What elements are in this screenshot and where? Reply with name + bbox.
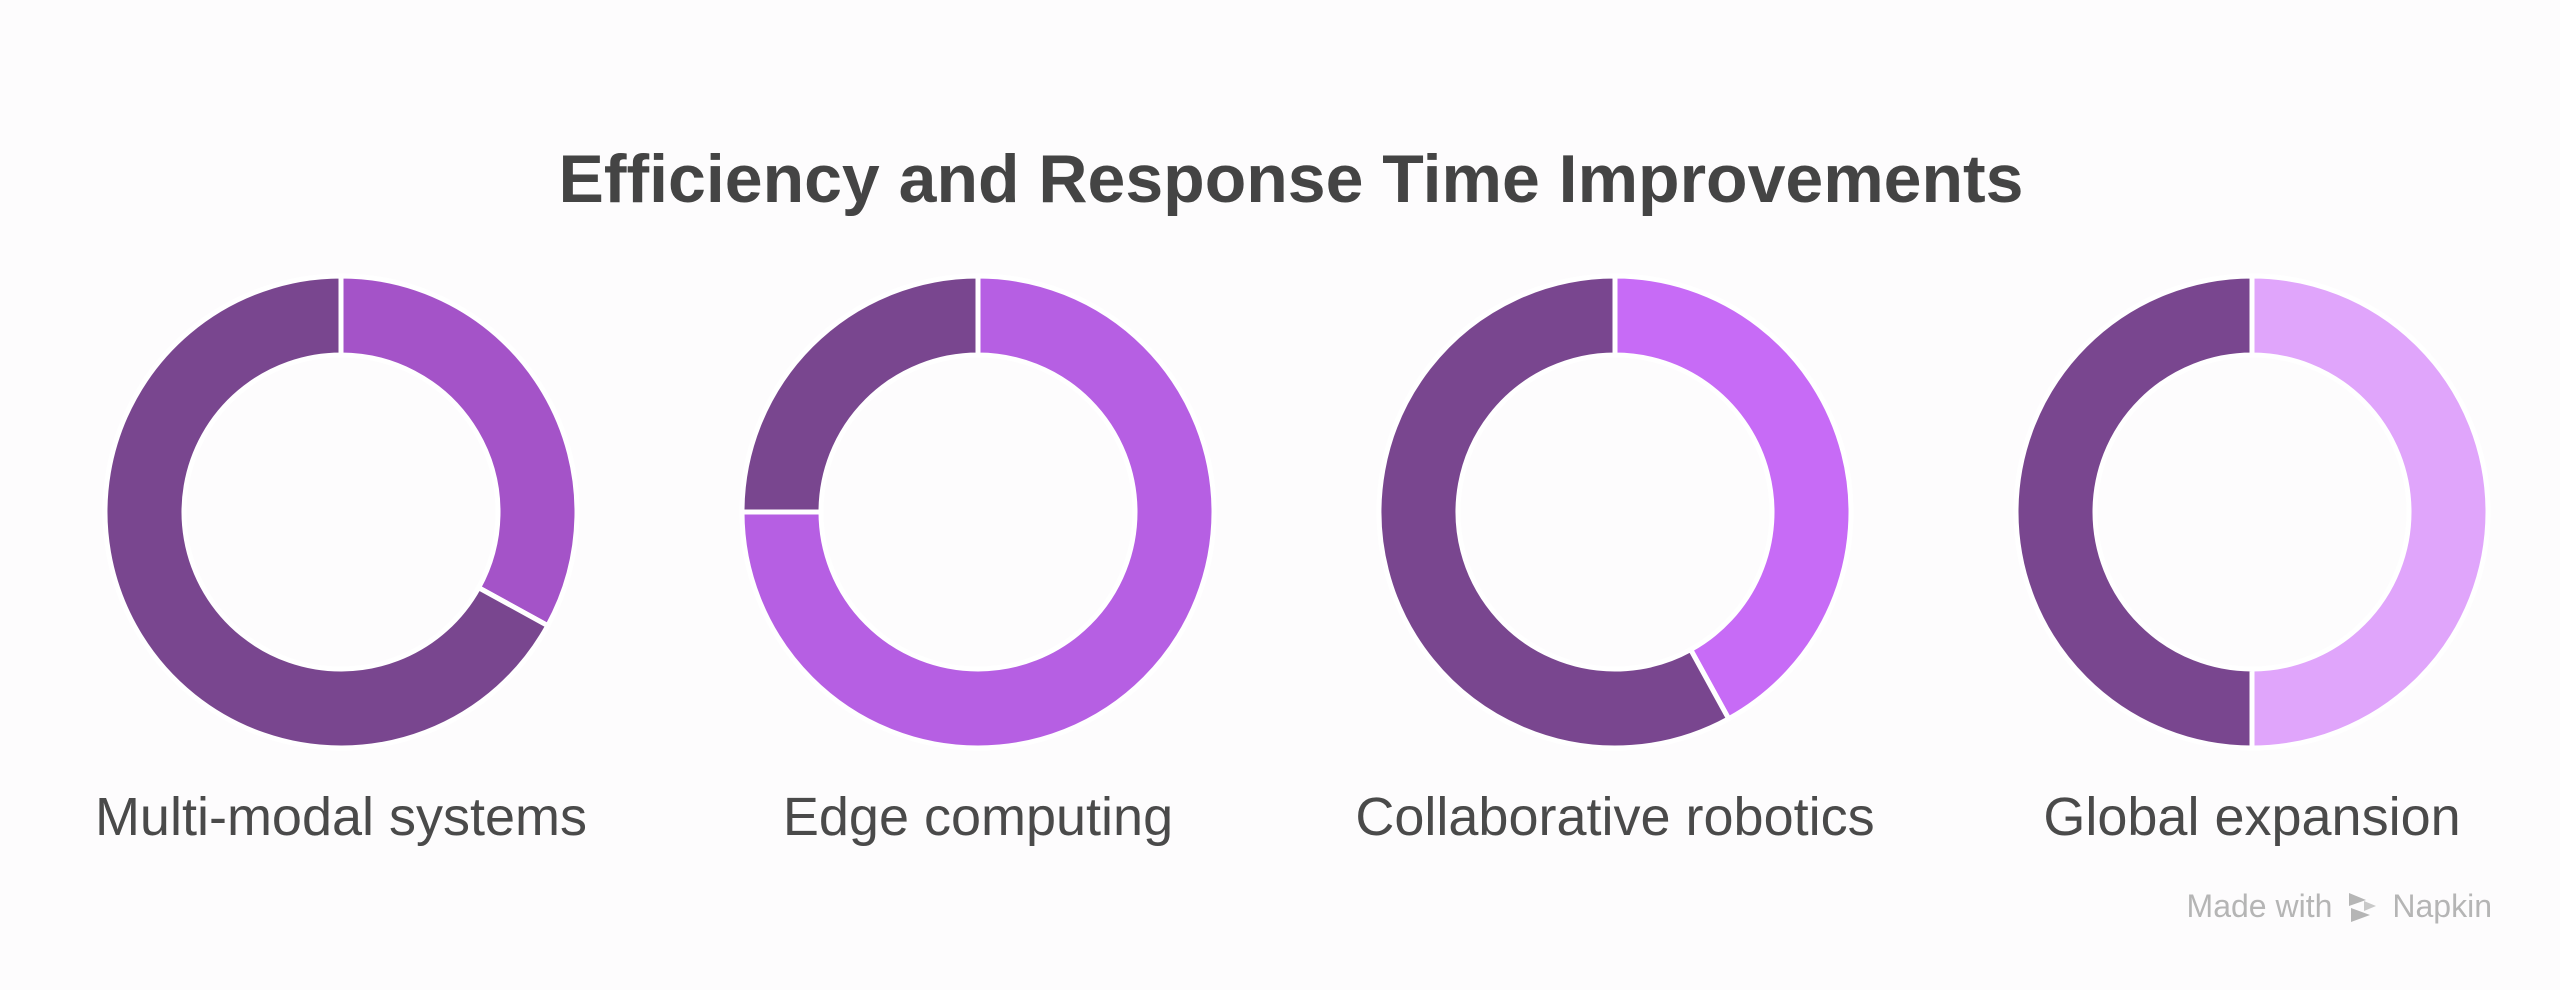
- donut-label-collaborative-robotics: Collaborative robotics: [1355, 787, 1875, 847]
- napkin-logo-icon: [2346, 889, 2380, 925]
- footer-brand: Napkin: [2392, 888, 2492, 924]
- footer-prefix: Made with: [2186, 888, 2333, 924]
- donut-slice-2-0: [1612, 273, 1854, 723]
- donut-label-global-expansion: Global expansion: [2043, 787, 2461, 847]
- chart-title: Efficiency and Response Time Improvement…: [558, 141, 2024, 217]
- napkin-attribution[interactable]: Made with Napkin: [2187, 888, 2492, 925]
- donut-slice-1-1: [739, 273, 981, 515]
- donut-slice-0-1: [102, 273, 552, 751]
- donut-slice-2-1: [1376, 273, 1733, 751]
- donut-slice-0-0: [338, 273, 580, 630]
- donut-slice-3-1: [2013, 273, 2255, 751]
- donut-label-edge-computing: Edge computing: [782, 787, 1174, 847]
- donut-label-multi-modal-systems: Multi-modal systems: [94, 787, 588, 847]
- donut-slice-1-0: [739, 273, 1217, 751]
- donut-slice-3-0: [2249, 273, 2491, 751]
